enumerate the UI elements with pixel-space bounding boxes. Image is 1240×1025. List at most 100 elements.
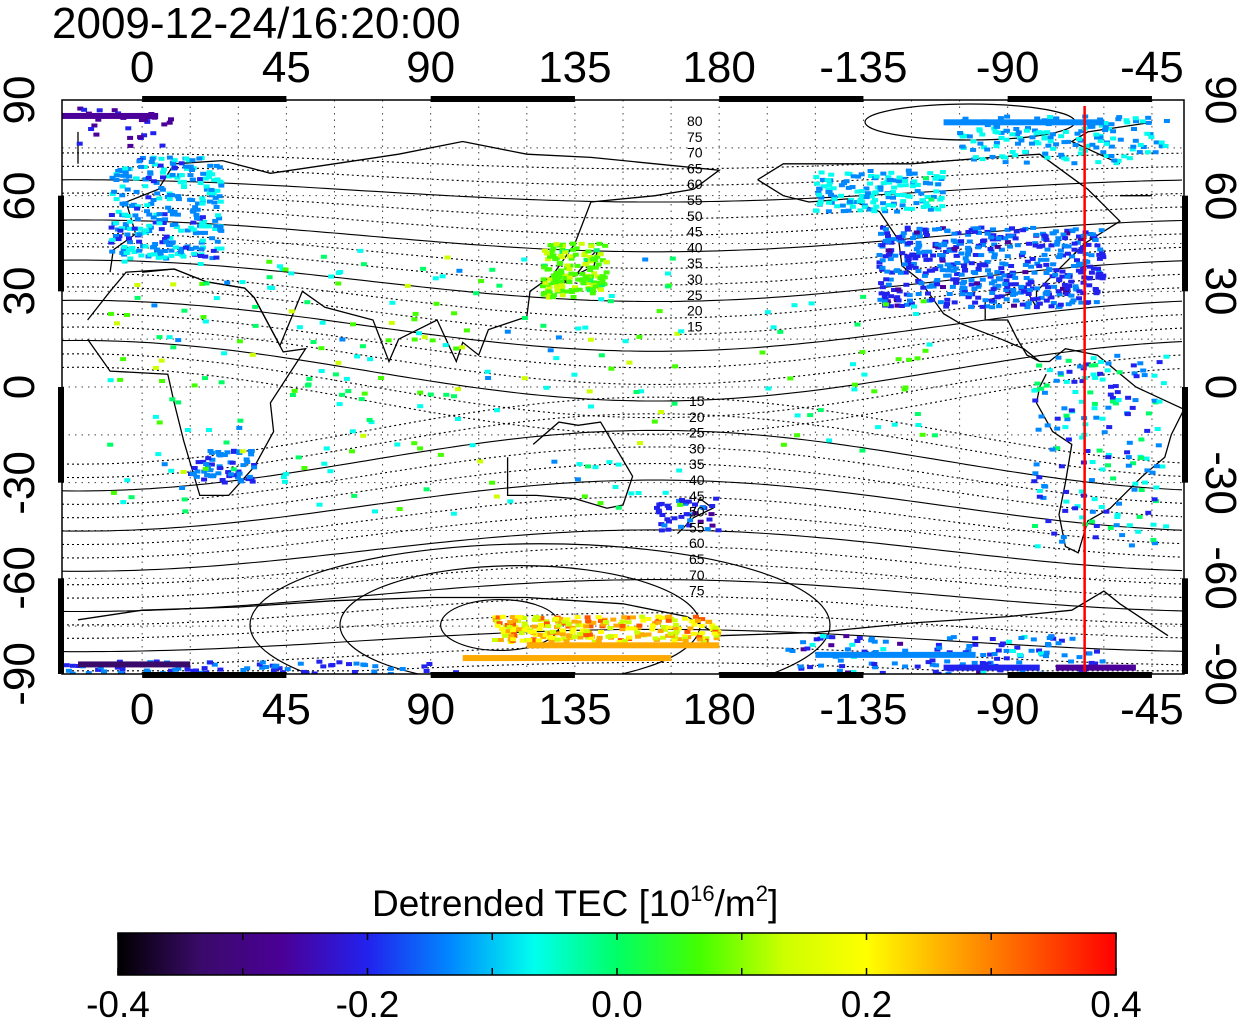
tec-point <box>862 205 869 210</box>
tec-point <box>659 635 666 640</box>
tec-point <box>1057 302 1064 307</box>
tec-point <box>608 294 615 298</box>
tec-point <box>1031 388 1038 393</box>
tec-point <box>895 357 902 362</box>
tec-point <box>1016 660 1023 665</box>
tec-point <box>1105 361 1112 366</box>
tec-point <box>1088 478 1095 483</box>
tec-point <box>124 313 130 317</box>
tec-point <box>798 666 805 671</box>
tec-point <box>979 132 986 137</box>
tec-point <box>697 519 704 524</box>
tec-point <box>770 325 777 330</box>
tec-point <box>215 471 222 476</box>
tec-point <box>990 233 997 238</box>
tec-point <box>1003 137 1010 142</box>
tec-point <box>427 392 434 397</box>
tec-point <box>1021 634 1028 639</box>
tec-point <box>631 626 638 631</box>
tec-point <box>1153 464 1160 469</box>
tec-point <box>950 277 957 282</box>
tec-point <box>905 241 912 246</box>
tec-point <box>181 497 188 502</box>
tec-point <box>507 499 514 504</box>
tec-point <box>882 254 889 259</box>
tec-point <box>144 203 151 208</box>
tec-point <box>871 389 878 394</box>
tec-point <box>1098 359 1104 364</box>
tec-point <box>188 247 195 251</box>
tec-point <box>911 171 918 176</box>
tec-point <box>216 216 223 221</box>
magnetic-contour <box>62 179 1183 203</box>
tec-point <box>671 639 678 643</box>
tec-point <box>145 175 152 180</box>
tec-point <box>944 302 950 306</box>
tec-point <box>151 303 158 308</box>
tec-point <box>679 499 686 504</box>
tec-point <box>936 227 942 231</box>
tec-point <box>1098 228 1105 233</box>
tec-point <box>1132 116 1139 121</box>
tec-point <box>930 253 937 258</box>
tec-point <box>884 231 891 236</box>
tec-point <box>546 285 553 290</box>
frame-bars <box>58 96 1188 678</box>
tec-point <box>961 289 968 294</box>
tec-point <box>453 346 460 351</box>
tec-point <box>934 175 941 180</box>
tec-point <box>416 331 422 336</box>
tec-point <box>1064 292 1071 296</box>
tec-point <box>910 236 917 241</box>
tec-point <box>157 163 164 168</box>
tec-point <box>542 281 549 286</box>
tec-point <box>327 469 334 474</box>
tec-band <box>1055 664 1136 671</box>
colorbar-title-unit-exponent: 2 <box>755 881 768 906</box>
tec-point <box>572 252 579 257</box>
tec-point <box>360 262 367 267</box>
tec-point <box>592 465 599 470</box>
tec-point <box>879 670 886 674</box>
tec-point <box>198 247 205 252</box>
tec-point <box>816 192 823 197</box>
tec-point <box>587 635 594 640</box>
tec-point <box>590 288 596 293</box>
tec-point <box>944 262 951 267</box>
tec-point <box>1032 471 1039 476</box>
tec-point <box>165 205 172 210</box>
tec-point <box>995 648 1002 653</box>
coastline <box>87 268 307 497</box>
magnetic-contour <box>62 496 1183 546</box>
tec-point <box>196 156 203 161</box>
tec-point <box>662 490 669 495</box>
tec-point <box>171 209 178 214</box>
tec-point <box>433 301 440 306</box>
tec-point <box>834 204 841 209</box>
tec-point <box>661 523 668 528</box>
tec-point <box>1144 468 1151 473</box>
tec-point <box>282 479 288 484</box>
tec-point <box>147 252 154 257</box>
tec-point <box>991 279 998 284</box>
tec-point <box>907 298 913 303</box>
tec-point <box>699 617 706 622</box>
tec-point <box>212 227 219 231</box>
tec-point <box>1107 392 1114 397</box>
tec-point <box>1093 132 1100 137</box>
tec-point <box>1114 512 1121 517</box>
tec-point <box>856 199 863 204</box>
tec-point <box>825 178 832 183</box>
tec-point <box>170 161 177 166</box>
tec-point <box>812 208 819 213</box>
tec-point <box>119 184 126 189</box>
tec-point <box>1038 414 1045 419</box>
tec-point <box>1010 649 1016 653</box>
longitude-label: 0 <box>129 43 155 92</box>
tec-point <box>989 154 996 159</box>
tec-point <box>310 340 317 344</box>
tec-point <box>1061 243 1068 248</box>
tec-point <box>1051 284 1058 289</box>
tec-point <box>202 376 208 381</box>
tec-point <box>1043 271 1050 275</box>
